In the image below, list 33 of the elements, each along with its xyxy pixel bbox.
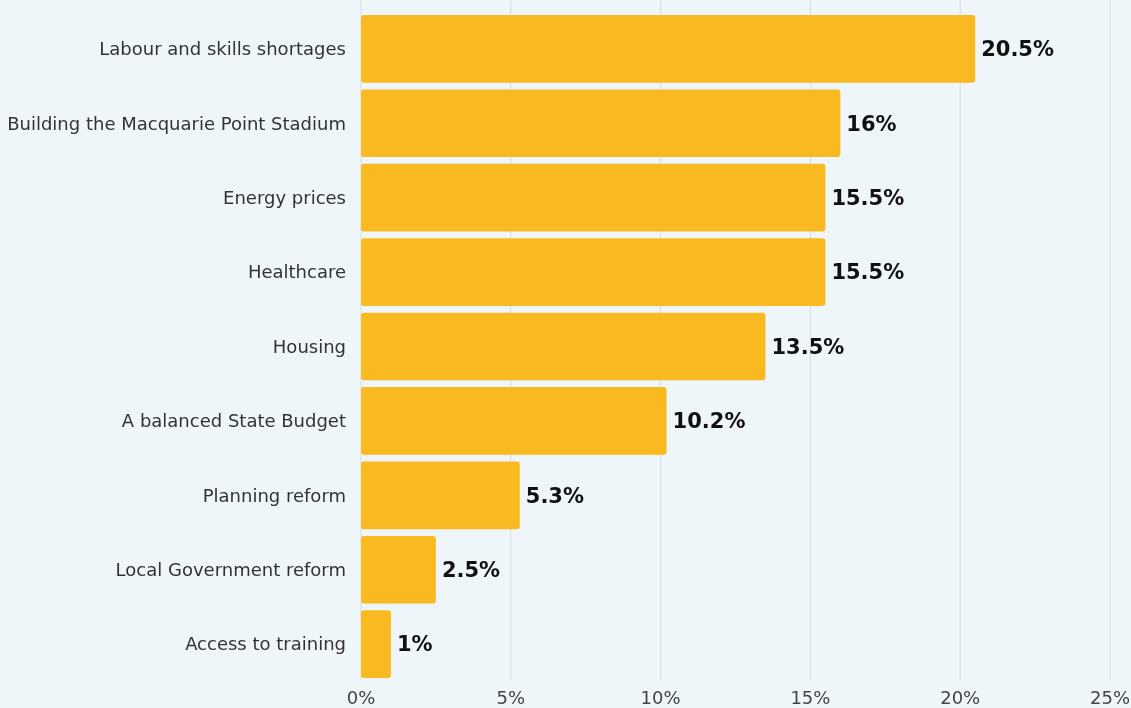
bar (361, 163, 826, 232)
y-tick-label: A balanced State Budget (121, 410, 346, 432)
y-tick-label: Building the Macquarie Point Stadium (7, 112, 346, 134)
y-tick-label: Energy prices (223, 186, 346, 208)
bar (361, 15, 976, 83)
data-label: 20.5% (981, 37, 1055, 62)
x-tick-label: 25% (1089, 687, 1131, 708)
x-tick-label: 10% (640, 687, 681, 708)
data-label: 15.5% (831, 260, 905, 285)
bar (361, 238, 826, 306)
x-tick-label: 5% (496, 687, 526, 708)
data-label: 16% (846, 111, 897, 136)
x-tick-label: 0% (346, 687, 376, 708)
bar (361, 461, 520, 530)
data-label: 13.5% (771, 334, 845, 359)
y-tick-label: Planning reform (202, 484, 346, 506)
x-tick-label: 15% (790, 687, 831, 708)
y-tick-label: Labour and skills shortages (99, 38, 346, 60)
y-tick-label: Housing (272, 335, 346, 357)
data-label: 2.5% (441, 558, 501, 583)
data-label: 15.5% (831, 186, 905, 211)
y-tick-label: Access to training (185, 633, 346, 655)
bar (361, 387, 667, 455)
y-tick-label: Local Government reform (115, 559, 346, 581)
bar (361, 535, 436, 604)
data-label: 5.3% (525, 483, 585, 508)
bar (361, 89, 841, 158)
bar (361, 610, 391, 678)
x-tick-label: 20% (940, 687, 981, 708)
data-label: 10.2% (672, 409, 746, 434)
y-tick-label: Healthcare (247, 261, 346, 283)
bar (361, 312, 766, 381)
data-label: 1% (396, 632, 433, 657)
